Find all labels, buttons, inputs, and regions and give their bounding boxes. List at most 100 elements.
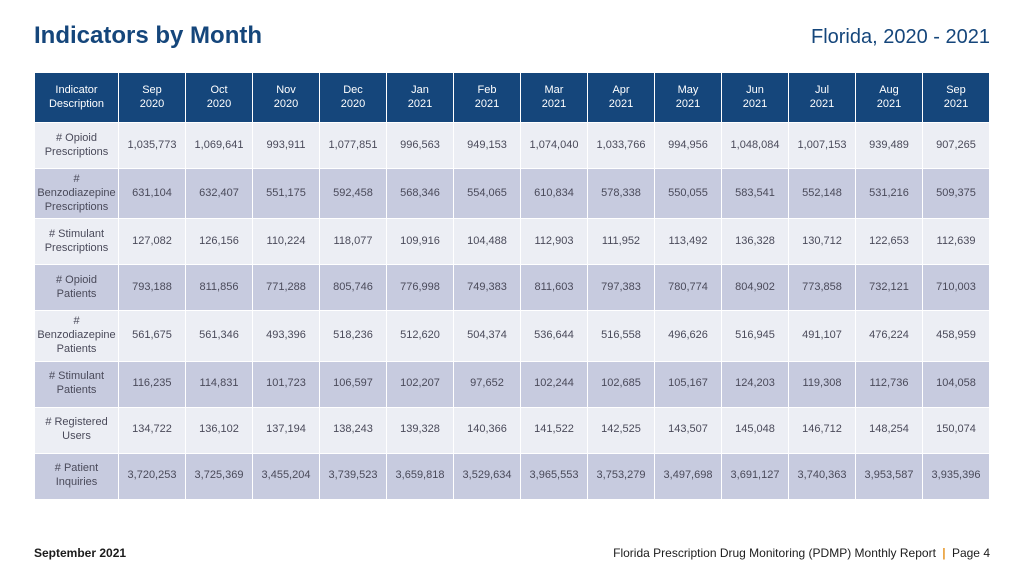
cell-value: 136,102	[186, 407, 253, 453]
cell-value: 124,203	[722, 361, 789, 407]
cell-value: 805,746	[320, 265, 387, 311]
cell-value: 102,244	[521, 361, 588, 407]
col-month: Apr2021	[588, 73, 655, 123]
cell-value: 476,224	[856, 311, 923, 361]
cell-value: 102,207	[387, 361, 454, 407]
header: Indicators by Month Florida, 2020 - 2021	[34, 22, 990, 50]
cell-value: 552,148	[789, 169, 856, 219]
table-row: # Benzodiazepine Prescriptions631,104632…	[35, 169, 990, 219]
cell-value: 773,858	[789, 265, 856, 311]
cell-value: 3,529,634	[454, 453, 521, 499]
table-row: # Patient Inquiries3,720,2533,725,3693,4…	[35, 453, 990, 499]
col-month: Nov2020	[253, 73, 320, 123]
table-header-row: IndicatorDescriptionSep2020Oct2020Nov202…	[35, 73, 990, 123]
cell-value: 127,082	[119, 219, 186, 265]
cell-value: 145,048	[722, 407, 789, 453]
col-month: Sep2020	[119, 73, 186, 123]
cell-value: 939,489	[856, 123, 923, 169]
cell-value: 118,077	[320, 219, 387, 265]
table-body: # Opioid Prescriptions1,035,7731,069,641…	[35, 123, 990, 500]
cell-value: 102,685	[588, 361, 655, 407]
cell-value: 631,104	[119, 169, 186, 219]
cell-indicator: # Benzodiazepine Patients	[35, 311, 119, 361]
cell-value: 578,338	[588, 169, 655, 219]
cell-value: 811,603	[521, 265, 588, 311]
col-month: Jul2021	[789, 73, 856, 123]
cell-value: 797,383	[588, 265, 655, 311]
col-indicator: IndicatorDescription	[35, 73, 119, 123]
page-subtitle: Florida, 2020 - 2021	[811, 26, 990, 49]
cell-value: 504,374	[454, 311, 521, 361]
cell-value: 104,058	[923, 361, 990, 407]
cell-value: 3,740,363	[789, 453, 856, 499]
indicators-table: IndicatorDescriptionSep2020Oct2020Nov202…	[34, 72, 990, 500]
col-month: Mar2021	[521, 73, 588, 123]
cell-value: 531,216	[856, 169, 923, 219]
cell-value: 106,597	[320, 361, 387, 407]
cell-indicator: # Registered Users	[35, 407, 119, 453]
cell-value: 122,653	[856, 219, 923, 265]
cell-value: 136,328	[722, 219, 789, 265]
cell-value: 97,652	[454, 361, 521, 407]
cell-value: 710,003	[923, 265, 990, 311]
cell-value: 776,998	[387, 265, 454, 311]
table-row: # Opioid Patients793,188811,856771,28880…	[35, 265, 990, 311]
footer-page-label: Page 4	[952, 546, 990, 560]
cell-value: 561,675	[119, 311, 186, 361]
cell-value: 996,563	[387, 123, 454, 169]
cell-value: 148,254	[856, 407, 923, 453]
cell-value: 3,455,204	[253, 453, 320, 499]
cell-value: 536,644	[521, 311, 588, 361]
cell-value: 491,107	[789, 311, 856, 361]
cell-value: 3,691,127	[722, 453, 789, 499]
table-row: # Stimulant Patients116,235114,831101,72…	[35, 361, 990, 407]
cell-indicator: # Stimulant Prescriptions	[35, 219, 119, 265]
cell-value: 126,156	[186, 219, 253, 265]
cell-value: 610,834	[521, 169, 588, 219]
col-month: Sep2021	[923, 73, 990, 123]
cell-value: 771,288	[253, 265, 320, 311]
cell-value: 994,956	[655, 123, 722, 169]
cell-value: 509,375	[923, 169, 990, 219]
cell-indicator: # Stimulant Patients	[35, 361, 119, 407]
cell-value: 551,175	[253, 169, 320, 219]
cell-value: 1,033,766	[588, 123, 655, 169]
cell-value: 112,903	[521, 219, 588, 265]
table-head: IndicatorDescriptionSep2020Oct2020Nov202…	[35, 73, 990, 123]
cell-value: 512,620	[387, 311, 454, 361]
cell-value: 458,959	[923, 311, 990, 361]
cell-indicator: # Opioid Patients	[35, 265, 119, 311]
table-row: # Stimulant Prescriptions127,082126,156 1…	[35, 219, 990, 265]
cell-value: 583,541	[722, 169, 789, 219]
cell-value: 780,774	[655, 265, 722, 311]
page-title: Indicators by Month	[34, 22, 262, 50]
cell-value: 518,236	[320, 311, 387, 361]
cell-value: 130,712	[789, 219, 856, 265]
cell-value: 554,065	[454, 169, 521, 219]
cell-value: 592,458	[320, 169, 387, 219]
cell-value: 101,723	[253, 361, 320, 407]
cell-value: 109,916	[387, 219, 454, 265]
col-month: Dec2020	[320, 73, 387, 123]
cell-value: 134,722	[119, 407, 186, 453]
table-row: # Registered Users134,722136,102137,1941…	[35, 407, 990, 453]
cell-value: 811,856	[186, 265, 253, 311]
cell-indicator: # Patient Inquiries	[35, 453, 119, 499]
cell-value: 496,626	[655, 311, 722, 361]
cell-value: 112,736	[856, 361, 923, 407]
col-month: Oct2020	[186, 73, 253, 123]
cell-value: 150,074	[923, 407, 990, 453]
footer: September 2021 Florida Prescription Drug…	[34, 546, 990, 560]
cell-value: 804,902	[722, 265, 789, 311]
cell-value: 516,558	[588, 311, 655, 361]
cell-value: 146,712	[789, 407, 856, 453]
cell-value: 749,383	[454, 265, 521, 311]
col-month: Jun2021	[722, 73, 789, 123]
cell-value: 993,911	[253, 123, 320, 169]
cell-value: 3,953,587	[856, 453, 923, 499]
cell-value: 104,488	[454, 219, 521, 265]
cell-value: 3,739,523	[320, 453, 387, 499]
cell-value: 3,725,369	[186, 453, 253, 499]
table-row: # Benzodiazepine Patients561,675561,3464…	[35, 311, 990, 361]
cell-value: 3,659,818	[387, 453, 454, 499]
